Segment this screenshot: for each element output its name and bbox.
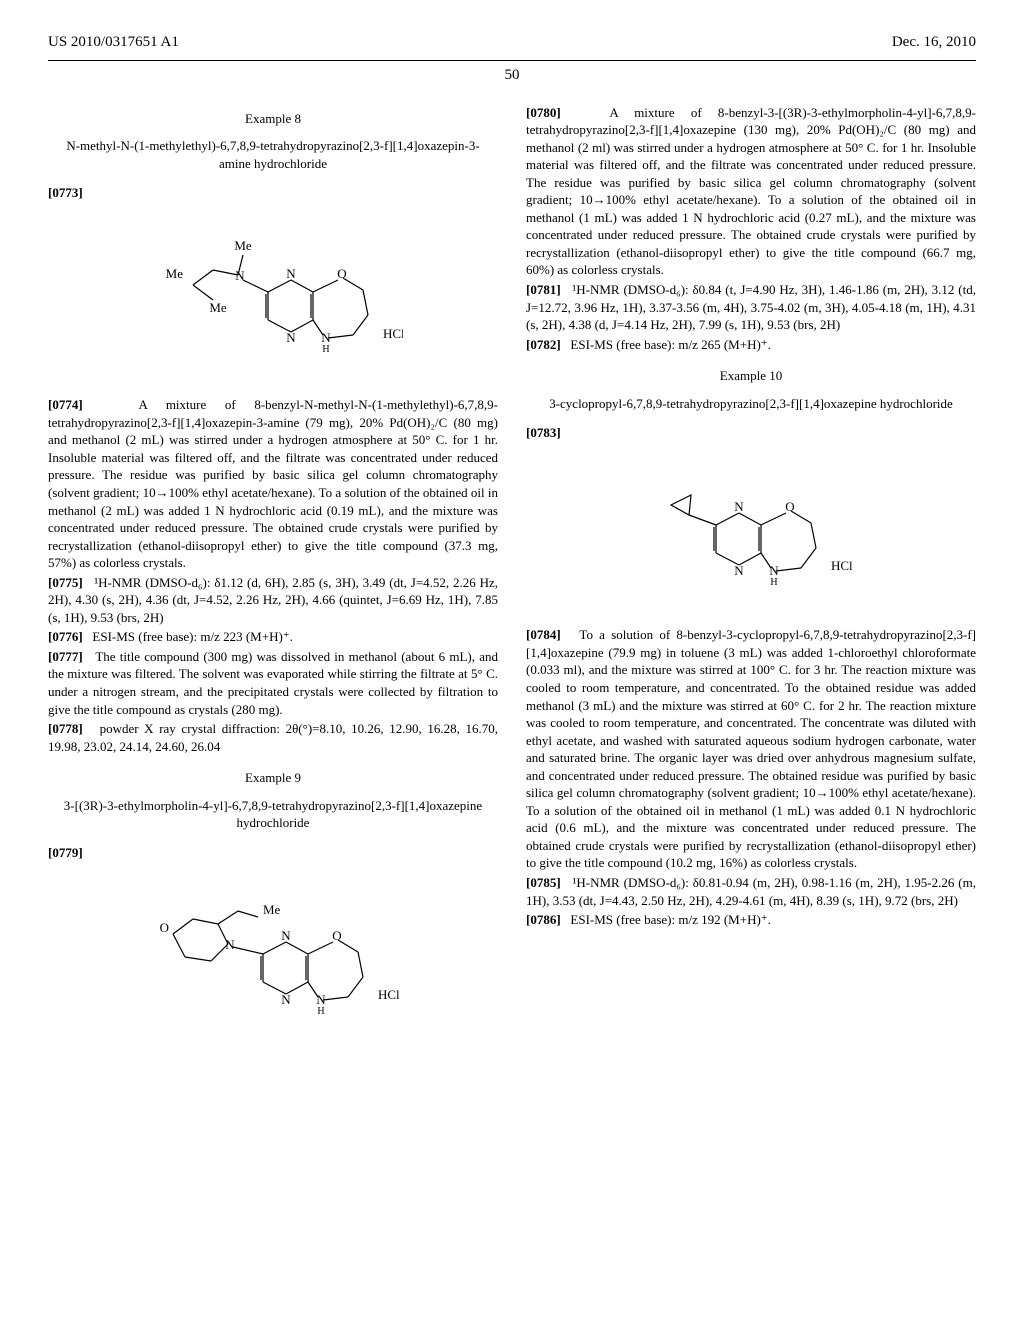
example10-structure: N N O N H HCl xyxy=(526,460,976,605)
para-0783: [0783] xyxy=(526,424,976,442)
patent-date: Dec. 16, 2010 xyxy=(892,32,976,52)
label9-n4: N xyxy=(316,992,326,1007)
label10-h: H xyxy=(770,577,777,588)
right-column: [0780] A mixture of 8-benzyl-3-[(3R)-3-e… xyxy=(526,104,976,1056)
para-tag-0784: [0784] xyxy=(526,627,561,642)
para-tag-0785: [0785] xyxy=(526,875,561,890)
label-n1: N xyxy=(235,268,245,283)
label-me-left2: Me xyxy=(209,300,227,315)
label9-o2: O xyxy=(332,928,341,943)
example10-heading: Example 10 xyxy=(526,367,976,385)
label10-n3: N xyxy=(769,563,779,578)
left-column: Example 8 N-methyl-N-(1-methylethyl)-6,7… xyxy=(48,104,498,1056)
label-n4: N xyxy=(321,330,331,345)
para-tag-0780: [0780] xyxy=(526,105,561,120)
para-tag-0783: [0783] xyxy=(526,425,561,440)
para-0778: [0778] powder X ray crystal diffraction:… xyxy=(48,720,498,755)
label-h: H xyxy=(322,344,329,355)
label-me-top: Me xyxy=(234,238,252,253)
para-text-0777: The title compound (300 mg) was dissolve… xyxy=(48,649,498,717)
para-tag-0786: [0786] xyxy=(526,912,561,927)
para-tag-0782: [0782] xyxy=(526,337,561,352)
example9-structure: O Me N N N O N H HCl xyxy=(48,879,498,1034)
example8-heading: Example 8 xyxy=(48,110,498,128)
label9-h: H xyxy=(317,1006,324,1017)
para-0781: [0781] ¹H-NMR (DMSO-d₆): δ0.84 (t, J=4.9… xyxy=(526,281,976,334)
para-0777: [0777] The title compound (300 mg) was d… xyxy=(48,648,498,718)
structure-svg-ex10: N N O N H HCl xyxy=(631,460,871,600)
label10-n1: N xyxy=(734,499,744,514)
para-text-0782: ESI-MS (free base): m/z 265 (M+H)⁺. xyxy=(570,337,770,352)
para-text-0776: ESI-MS (free base): m/z 223 (M+H)⁺. xyxy=(92,629,292,644)
label10-n2: N xyxy=(734,563,744,578)
label9-n1: N xyxy=(225,937,235,952)
example9-compound-name: 3-[(3R)-3-ethylmorpholin-4-yl]-6,7,8,9-t… xyxy=(48,797,498,832)
para-0784: [0784] To a solution of 8-benzyl-3-cyclo… xyxy=(526,626,976,872)
label-me-left1: Me xyxy=(166,266,184,281)
para-0782: [0782] ESI-MS (free base): m/z 265 (M+H)… xyxy=(526,336,976,354)
label9-hcl: HCl xyxy=(378,987,400,1002)
page-header: US 2010/0317651 A1 Dec. 16, 2010 xyxy=(48,32,976,52)
example9-heading: Example 9 xyxy=(48,769,498,787)
example8-structure: Me Me Me N N N O N H HCl xyxy=(48,220,498,375)
label9-n3: N xyxy=(281,992,291,1007)
para-text-0784: To a solution of 8-benzyl-3-cyclopropyl-… xyxy=(526,627,976,870)
label9-n2: N xyxy=(281,928,291,943)
para-0785: [0785] ¹H-NMR (DMSO-d₆): δ0.81-0.94 (m, … xyxy=(526,874,976,909)
para-0776: [0776] ESI-MS (free base): m/z 223 (M+H)… xyxy=(48,628,498,646)
para-tag-0773: [0773] xyxy=(48,185,83,200)
para-text-0786: ESI-MS (free base): m/z 192 (M+H)⁺. xyxy=(570,912,770,927)
para-tag-0777: [0777] xyxy=(48,649,83,664)
para-tag-0775: [0775] xyxy=(48,575,83,590)
para-0775: [0775] ¹H-NMR (DMSO-d₆): δ1.12 (d, 6H), … xyxy=(48,574,498,627)
header-divider xyxy=(48,60,976,61)
para-text-0775: ¹H-NMR (DMSO-d₆): δ1.12 (d, 6H), 2.85 (s… xyxy=(48,575,498,625)
para-tag-0774: [0774] xyxy=(48,397,83,412)
label-n3: N xyxy=(286,330,296,345)
label-hcl: HCl xyxy=(383,326,403,341)
patent-number: US 2010/0317651 A1 xyxy=(48,32,179,52)
para-0780: [0780] A mixture of 8-benzyl-3-[(3R)-3-e… xyxy=(526,104,976,279)
label-n2: N xyxy=(286,266,296,281)
para-tag-0781: [0781] xyxy=(526,282,561,297)
structure-svg-ex9: O Me N N N O N H HCl xyxy=(133,879,413,1029)
para-text-0780: A mixture of 8-benzyl-3-[(3R)-3-ethylmor… xyxy=(526,105,976,278)
para-text-0781: ¹H-NMR (DMSO-d₆): δ0.84 (t, J=4.90 Hz, 3… xyxy=(526,282,976,332)
para-tag-0778: [0778] xyxy=(48,721,83,736)
label9-o1: O xyxy=(160,920,169,935)
label10-o: O xyxy=(785,499,794,514)
para-tag-0776: [0776] xyxy=(48,629,83,644)
content-columns: Example 8 N-methyl-N-(1-methylethyl)-6,7… xyxy=(48,104,976,1056)
para-text-0774: A mixture of 8-benzyl-N-methyl-N-(1-meth… xyxy=(48,397,498,570)
example10-compound-name: 3-cyclopropyl-6,7,8,9-tetrahydropyrazino… xyxy=(526,395,976,413)
page-number: 50 xyxy=(48,65,976,85)
para-tag-0779: [0779] xyxy=(48,845,83,860)
para-0774: [0774] A mixture of 8-benzyl-N-methyl-N-… xyxy=(48,396,498,571)
para-text-0785: ¹H-NMR (DMSO-d₆): δ0.81-0.94 (m, 2H), 0.… xyxy=(526,875,976,908)
para-0786: [0786] ESI-MS (free base): m/z 192 (M+H)… xyxy=(526,911,976,929)
label10-hcl: HCl xyxy=(831,558,853,573)
para-0779: [0779] xyxy=(48,844,498,862)
label-o: O xyxy=(337,266,346,281)
para-0773: [0773] xyxy=(48,184,498,202)
para-text-0778: powder X ray crystal diffraction: 2θ(°)=… xyxy=(48,721,498,754)
example8-compound-name: N-methyl-N-(1-methylethyl)-6,7,8,9-tetra… xyxy=(48,137,498,172)
label9-me: Me xyxy=(263,902,281,917)
structure-svg-ex8: Me Me Me N N N O N H HCl xyxy=(143,220,403,370)
